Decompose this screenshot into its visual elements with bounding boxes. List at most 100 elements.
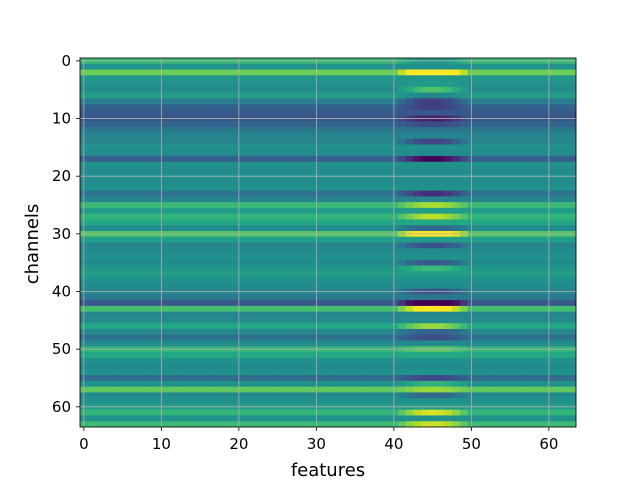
heatmap-cell — [521, 236, 530, 243]
heatmap-cell — [188, 334, 197, 341]
heatmap-cell — [397, 236, 406, 243]
heatmap-cell — [204, 352, 213, 359]
heatmap-cell — [142, 92, 151, 99]
heatmap-cell — [227, 225, 236, 232]
heatmap-cell — [382, 196, 391, 203]
heatmap-cell — [397, 196, 406, 203]
heatmap-cell — [436, 109, 445, 117]
heatmap-cell — [250, 144, 259, 151]
heatmap-cell — [483, 317, 492, 324]
heatmap-cell — [483, 92, 492, 99]
heatmap-cell — [537, 213, 546, 220]
heatmap-cell — [568, 190, 577, 197]
heatmap-cell — [405, 150, 414, 157]
heatmap-cell — [483, 202, 492, 209]
heatmap-cell — [211, 104, 220, 111]
heatmap-cell — [568, 369, 577, 376]
heatmap-cell — [552, 282, 561, 290]
heatmap-cell — [266, 352, 275, 359]
heatmap-cell — [483, 398, 492, 405]
heatmap-cell — [490, 305, 499, 313]
heatmap-cell — [421, 121, 430, 128]
heatmap-cell — [281, 167, 290, 174]
heatmap-cell — [483, 184, 492, 192]
heatmap-cell — [142, 161, 151, 168]
heatmap-cell — [320, 386, 329, 393]
heatmap-cell — [304, 92, 313, 99]
heatmap-cell — [149, 282, 158, 290]
heatmap-cell — [459, 294, 468, 301]
heatmap-cell — [304, 132, 313, 140]
heatmap-cell — [552, 225, 561, 232]
heatmap-cell — [374, 138, 383, 145]
heatmap-cell — [351, 225, 360, 232]
heatmap-cell — [413, 63, 422, 70]
heatmap-cell — [188, 98, 197, 105]
heatmap-cell — [149, 271, 158, 278]
heatmap-cell — [428, 282, 437, 290]
heatmap-cell — [126, 328, 135, 336]
heatmap-cell — [359, 161, 368, 168]
heatmap-cell — [421, 75, 430, 82]
heatmap-cell — [173, 392, 182, 399]
heatmap-cell — [219, 213, 228, 220]
heatmap-cell — [498, 86, 507, 93]
heatmap-cell — [149, 184, 158, 192]
heatmap-cell — [211, 213, 220, 220]
heatmap-cell — [204, 109, 213, 117]
heatmap-cell — [397, 104, 406, 111]
heatmap-cell — [397, 317, 406, 324]
heatmap-cell — [250, 92, 259, 99]
heatmap-cell — [304, 196, 313, 203]
heatmap-cell — [405, 81, 414, 88]
heatmap-cell — [421, 98, 430, 105]
heatmap-cell — [521, 184, 530, 192]
heatmap-cell — [250, 409, 259, 416]
heatmap-cell — [219, 340, 228, 347]
heatmap-cell — [397, 179, 406, 186]
heatmap-cell — [142, 138, 151, 145]
heatmap-cell — [273, 219, 282, 226]
heatmap-cell — [273, 254, 282, 261]
heatmap-cell — [118, 421, 127, 428]
heatmap-cell — [242, 138, 251, 145]
heatmap-cell — [405, 323, 414, 330]
heatmap-cell — [459, 121, 468, 128]
heatmap-cell — [118, 415, 127, 422]
heatmap-cell — [335, 277, 344, 284]
x-tick-label: 40 — [384, 435, 403, 453]
heatmap-cell — [126, 127, 135, 134]
heatmap-cell — [320, 248, 329, 255]
heatmap-cell — [227, 75, 236, 82]
heatmap-cell — [289, 202, 298, 209]
heatmap-cell — [436, 86, 445, 93]
heatmap-cell — [142, 421, 151, 428]
heatmap-cell — [421, 207, 430, 215]
heatmap-cell — [359, 392, 368, 399]
heatmap-cell — [537, 340, 546, 347]
heatmap-cell — [111, 104, 120, 111]
heatmap-cell — [413, 398, 422, 405]
heatmap-cell — [304, 305, 313, 313]
heatmap-cell — [351, 277, 360, 284]
heatmap-cell — [297, 323, 306, 330]
heatmap-cell — [297, 179, 306, 186]
heatmap-cell — [180, 300, 189, 307]
heatmap-cell — [118, 86, 127, 93]
heatmap-cell — [95, 409, 104, 416]
heatmap-cell — [173, 167, 182, 174]
heatmap-cell — [87, 340, 96, 347]
heatmap-cell — [552, 363, 561, 370]
heatmap-cell — [180, 352, 189, 359]
heatmap-cell — [366, 190, 375, 197]
heatmap-cell — [421, 369, 430, 376]
heatmap-cell — [366, 375, 375, 382]
heatmap-cell — [227, 305, 236, 313]
heatmap-cell — [250, 392, 259, 399]
heatmap-cell — [560, 196, 569, 203]
heatmap-cell — [483, 380, 492, 388]
heatmap-cell — [219, 415, 228, 422]
heatmap-cell — [483, 271, 492, 278]
heatmap-cell — [459, 150, 468, 157]
heatmap-cell — [444, 236, 453, 243]
